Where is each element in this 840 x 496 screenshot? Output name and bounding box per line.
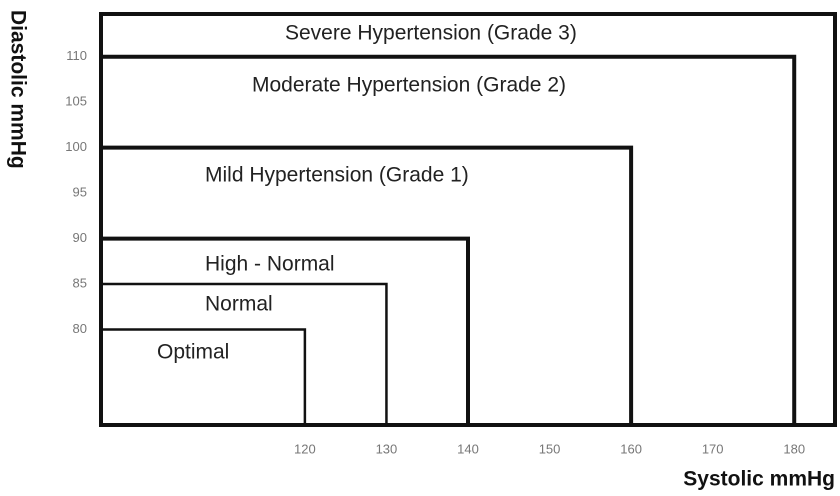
y-tick-label: 85 (73, 275, 87, 290)
region-boundary (101, 328, 307, 425)
y-axis-title: Diastolic mmHg (6, 10, 29, 169)
region-boundary (101, 54, 797, 425)
x-tick-label: 170 (702, 441, 724, 456)
region-label: Mild Hypertension (Grade 1) (205, 164, 469, 187)
y-tick-label: 90 (73, 230, 87, 245)
region-label: Normal (205, 293, 273, 316)
x-axis-title: Systolic mmHg (683, 468, 835, 491)
y-tick-label: 80 (73, 321, 87, 336)
region-boundary (101, 236, 470, 425)
y-tick-label: 110 (66, 48, 87, 63)
region-boundary (101, 145, 634, 425)
x-tick-label: 120 (294, 441, 316, 456)
y-tick-label: 95 (73, 185, 87, 200)
x-tick-label: 130 (376, 441, 398, 456)
region-label: High - Normal (205, 253, 335, 276)
region-label: Optimal (157, 341, 229, 364)
x-tick-label: 150 (539, 441, 561, 456)
y-tick-label: 105 (65, 94, 87, 109)
x-tick-label: 140 (457, 441, 479, 456)
x-tick-label: 180 (783, 441, 805, 456)
region-label: Moderate Hypertension (Grade 2) (252, 74, 566, 97)
region-label: Severe Hypertension (Grade 3) (285, 22, 577, 45)
x-tick-label: 160 (620, 441, 642, 456)
y-tick-label: 100 (65, 139, 87, 154)
region-boundary (101, 282, 388, 425)
